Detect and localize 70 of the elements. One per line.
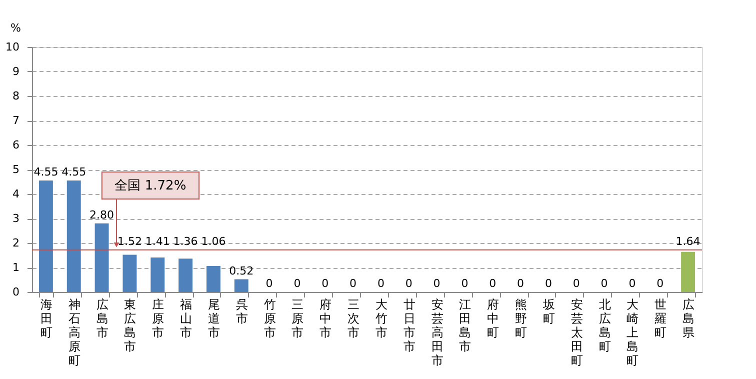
data-label: 0 — [461, 277, 468, 290]
bar — [234, 279, 248, 292]
data-label: 0 — [377, 277, 384, 290]
data-label: 0 — [544, 277, 552, 290]
data-label: 0 — [572, 277, 580, 290]
y-tick-label: 1 — [12, 261, 20, 274]
x-tick-label: 三次市 — [348, 298, 360, 340]
x-tick-label: 広島市 — [96, 298, 108, 340]
data-label: 0 — [350, 277, 357, 290]
x-tick-label: 三原市 — [292, 298, 304, 340]
y-tick-label: 4 — [12, 188, 20, 200]
x-tick-label: 尾道市 — [208, 298, 220, 340]
data-label: 0 — [294, 277, 301, 290]
y-axis-title: % — [10, 22, 21, 34]
x-tick-label: 竹原市 — [264, 298, 276, 340]
data-label: 1.52 — [117, 234, 142, 248]
x-tick-label: 江田島市 — [459, 298, 472, 354]
data-label: 1.06 — [201, 234, 226, 248]
data-label: 0 — [517, 277, 524, 290]
x-tick-label: 東広島市 — [124, 298, 136, 354]
y-tick-label: 3 — [12, 212, 20, 225]
data-label: 0 — [489, 277, 496, 290]
bar — [681, 252, 696, 292]
data-label: 0 — [628, 277, 636, 290]
x-tick-label: 安芸太田町 — [570, 298, 583, 368]
data-label: 4.55 — [62, 166, 86, 179]
bar — [178, 258, 193, 292]
bar — [122, 254, 137, 292]
data-label: 0 — [600, 277, 608, 290]
x-tick-label: 府中市 — [320, 298, 332, 340]
data-label: 0.52 — [229, 264, 254, 278]
data-label: 0 — [405, 277, 412, 290]
data-label: 1.36 — [173, 234, 198, 248]
x-tick-label: 広島県 — [682, 298, 695, 340]
x-tick-label: 廿日市市 — [403, 298, 416, 354]
y-tick-label: 6 — [12, 138, 20, 152]
ref-line-label: 全国 1.72% — [114, 178, 186, 194]
y-tick-label: 0 — [12, 286, 20, 298]
bar — [38, 180, 53, 292]
x-tick-label: 大崎上島町 — [626, 298, 639, 368]
data-label: 1.64 — [676, 234, 700, 248]
x-tick-label: 安芸高田市 — [431, 298, 444, 368]
y-tick-label: 9 — [12, 65, 20, 78]
x-tick-label: 庄原市 — [152, 298, 164, 340]
data-label: 0 — [322, 277, 329, 290]
x-tick-label: 坂町 — [542, 298, 555, 326]
x-tick-label: 熊野町 — [515, 298, 528, 340]
data-label: 1.41 — [145, 234, 170, 248]
x-tick-label: 福山市 — [180, 298, 192, 340]
x-tick-label: 神石高原町 — [68, 298, 80, 368]
data-label: 0 — [656, 277, 664, 290]
bar — [94, 223, 109, 292]
y-tick-label: 5 — [12, 163, 20, 176]
data-label: 0 — [266, 277, 273, 290]
y-tick-label: 7 — [12, 114, 20, 127]
data-label: 2.80 — [90, 208, 114, 222]
x-tick-label: 府中町 — [487, 298, 500, 340]
x-tick-label: 海田町 — [40, 298, 52, 340]
bar — [66, 180, 81, 292]
x-tick-label: 大竹市 — [375, 298, 388, 340]
data-label: 4.55 — [34, 166, 58, 179]
x-tick-label: 呉市 — [236, 298, 248, 326]
x-tick-label: 北広島町 — [598, 298, 611, 354]
y-tick-label: 8 — [12, 90, 20, 102]
y-tick-label: 2 — [12, 236, 20, 250]
y-tick-label: 10 — [6, 40, 20, 54]
data-label: 0 — [433, 277, 440, 290]
bar — [150, 257, 165, 292]
bar — [206, 266, 220, 292]
x-tick-label: 世羅町 — [654, 298, 667, 340]
